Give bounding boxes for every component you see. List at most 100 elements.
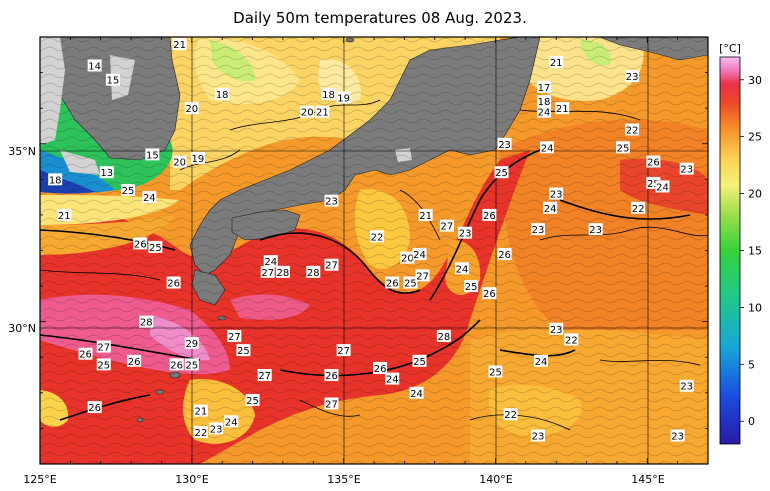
colorbar-unit: [°C] <box>719 42 741 55</box>
isotherm-label-text: 23 <box>550 325 563 336</box>
isotherm-label: 28 <box>436 329 451 343</box>
isotherm-label: 24 <box>534 354 548 368</box>
isotherm-label: 25 <box>121 184 136 197</box>
isotherm-label-text: 15 <box>107 76 120 87</box>
isotherm-label: 26 <box>646 155 661 169</box>
isotherm-label: 28 <box>275 265 290 279</box>
colorbar-tick-label: 10 <box>748 301 762 314</box>
isotherm-label-text: 28 <box>437 332 450 343</box>
isotherm-label-text: 29 <box>185 339 198 350</box>
map-title: Daily 50m temperatures 08 Aug. 2023. <box>233 9 527 27</box>
isotherm-label: 21 <box>555 102 570 115</box>
isotherm-label-text: 13 <box>100 168 113 179</box>
isotherm-label: 19 <box>336 91 351 104</box>
isotherm-label: 23 <box>530 223 545 236</box>
x-tick-125: 125°E <box>23 473 56 486</box>
bold-isotherms <box>40 149 691 421</box>
isotherm-label: 15 <box>145 148 160 161</box>
isotherm-label-text: 20 <box>301 108 314 119</box>
isotherm-label-text: 23 <box>589 225 602 236</box>
isotherm-label: 23 <box>588 223 603 236</box>
isotherm-label: 25 <box>488 365 503 378</box>
isotherm-label: 25 <box>615 141 630 154</box>
isotherm-label-text: 24 <box>413 250 426 261</box>
isotherm-label: 21 <box>57 208 72 222</box>
isotherm-label-text: 28 <box>140 318 153 329</box>
isotherm-label-text: 20 <box>185 104 198 115</box>
isotherm-label-text: 18 <box>49 175 62 186</box>
isotherm-label: 25 <box>96 358 111 371</box>
isotherm-label: 26 <box>133 237 148 250</box>
isotherm-label-text: 26 <box>79 350 92 361</box>
isotherm-label: 22 <box>564 333 579 346</box>
isotherm-label: 22 <box>503 408 518 421</box>
isotherm-label: 24 <box>543 201 558 215</box>
isotherm-label-text: 25 <box>489 367 502 378</box>
isotherm-label-text: 14 <box>88 61 101 72</box>
isotherm-label: 23 <box>549 187 564 201</box>
isotherm-label: 27 <box>227 329 242 343</box>
isotherm-label: 21 <box>193 404 208 418</box>
isotherm-label-text: 24 <box>456 264 469 275</box>
isotherm-label-text: 26 <box>167 279 180 290</box>
isotherm-label-text: 23 <box>210 424 223 435</box>
isotherm-label: 26 <box>385 276 400 290</box>
isotherm-label: 21 <box>418 208 433 222</box>
isotherm-label: 25 <box>494 166 509 179</box>
isotherm-label-text: 26 <box>483 289 496 300</box>
isotherm-label-text: 23 <box>498 140 511 151</box>
isotherm-label-text: 17 <box>538 83 551 94</box>
isotherm-label-text: 21 <box>58 211 71 222</box>
isotherm-label-text: 23 <box>680 165 693 176</box>
isotherm-label: 13 <box>99 166 114 179</box>
isotherm-label: 26 <box>169 358 184 371</box>
isotherm-label-text: 23 <box>671 432 684 443</box>
isotherm-label-text: 20 <box>173 158 186 169</box>
isotherm-label: 14 <box>87 59 102 72</box>
isotherm-label-text: 27 <box>416 271 429 282</box>
isotherm-label: 23 <box>679 379 694 393</box>
isotherm-label-text: 18 <box>216 90 229 101</box>
isotherm-label: 26 <box>166 276 181 290</box>
isotherm-label: 25 <box>236 344 251 357</box>
isotherm-label: 23 <box>458 226 473 240</box>
isotherm-label: 27 <box>336 344 351 357</box>
colorbar-ticks: 30 25 20 15 10 5 0 <box>740 74 762 428</box>
isotherm-label-text: 25 <box>413 357 426 368</box>
isotherm-label-text: 18 <box>538 97 551 108</box>
isotherm-label-text: 24 <box>143 193 156 204</box>
isotherm-label-text: 24 <box>386 375 399 386</box>
isotherm-label-text: 22 <box>632 204 645 215</box>
isotherm-label: 26 <box>373 361 388 375</box>
x-tick-140: 140°E <box>479 473 512 486</box>
x-tick-145: 145°E <box>631 473 664 486</box>
isotherm-label-text: 28 <box>277 268 290 279</box>
isotherm-label-text: 25 <box>97 360 110 371</box>
isotherm-label: 18 <box>321 87 336 101</box>
colorbar-tick-label: 5 <box>748 358 755 371</box>
isotherm-label-text: 21 <box>316 108 329 119</box>
isotherm-label: 23 <box>497 137 512 151</box>
isotherm-label: 24 <box>655 180 670 193</box>
isotherm-label-text: 20 <box>401 254 414 265</box>
isotherm-label: 24 <box>540 141 555 154</box>
isotherm-label-text: 24 <box>410 389 423 400</box>
isotherm-label-text: 23 <box>325 197 338 208</box>
isotherm-label: 26 <box>127 354 142 368</box>
isotherm-label: 24 <box>409 386 424 400</box>
isotherm-label: 28 <box>139 315 154 329</box>
isotherm-label-text: 25 <box>647 179 660 190</box>
isotherm-label-text: 23 <box>680 382 693 393</box>
isotherm-label-text: 24 <box>264 257 277 268</box>
isotherm-label-text: 26 <box>483 211 496 222</box>
isotherm-label: 18 <box>215 87 230 101</box>
isotherm-label-text: 26 <box>170 360 183 371</box>
isotherm-label: 20 <box>184 102 199 115</box>
isotherm-label: 18 <box>537 95 552 108</box>
isotherm-label: 25 <box>245 393 260 407</box>
isotherm-label-text: 25 <box>246 396 259 407</box>
isotherm-label-text: 15 <box>146 150 159 161</box>
isotherm-label: 26 <box>497 248 512 261</box>
isotherm-label: 27 <box>415 269 430 282</box>
